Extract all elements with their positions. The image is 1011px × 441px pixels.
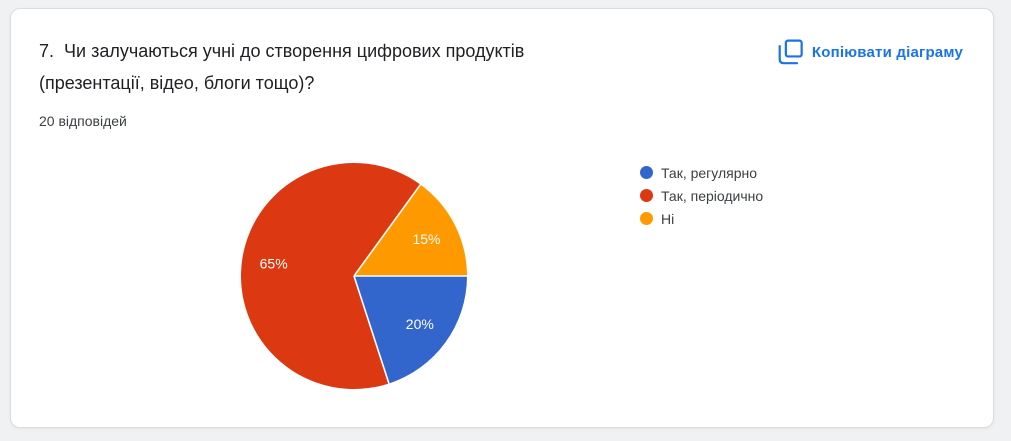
- pie-chart: 20% 65% 15%: [241, 163, 467, 389]
- legend-label: Так, періодично: [661, 187, 764, 204]
- pie-slice: [354, 276, 467, 384]
- legend-label: Ні: [661, 210, 675, 227]
- pie-slice-label: 65%: [260, 255, 288, 271]
- pie-slice: [241, 163, 421, 389]
- pie-slice-label: 20%: [406, 316, 434, 332]
- card-header: 7. Чи залучаються учні до створення цифр…: [11, 9, 993, 99]
- responses-count: 20 відповідей: [39, 113, 127, 129]
- question-card: 7. Чи залучаються учні до створення цифр…: [10, 8, 994, 428]
- pie-slice: [354, 184, 467, 276]
- legend-item: Так, періодично: [640, 184, 763, 207]
- copy-chart-label: Копіювати діаграму: [811, 44, 963, 61]
- slice-separator: [353, 275, 390, 384]
- legend-color-dot: [640, 189, 653, 202]
- legend-item: Так, регулярно: [640, 161, 763, 184]
- pie-slice-label: 15%: [412, 231, 440, 247]
- chart-legend: Так, регулярно Так, періодично Ні: [640, 161, 763, 230]
- copy-chart-icon: [777, 39, 803, 66]
- legend-color-dot: [640, 166, 653, 179]
- legend-label: Так, регулярно: [661, 164, 758, 181]
- slice-separator: [353, 184, 422, 277]
- copy-chart-button[interactable]: Копіювати діаграму: [775, 37, 965, 68]
- question-title: 7. Чи залучаються учні до створення цифр…: [39, 41, 525, 93]
- legend-color-dot: [640, 212, 653, 225]
- legend-item: Ні: [640, 207, 763, 230]
